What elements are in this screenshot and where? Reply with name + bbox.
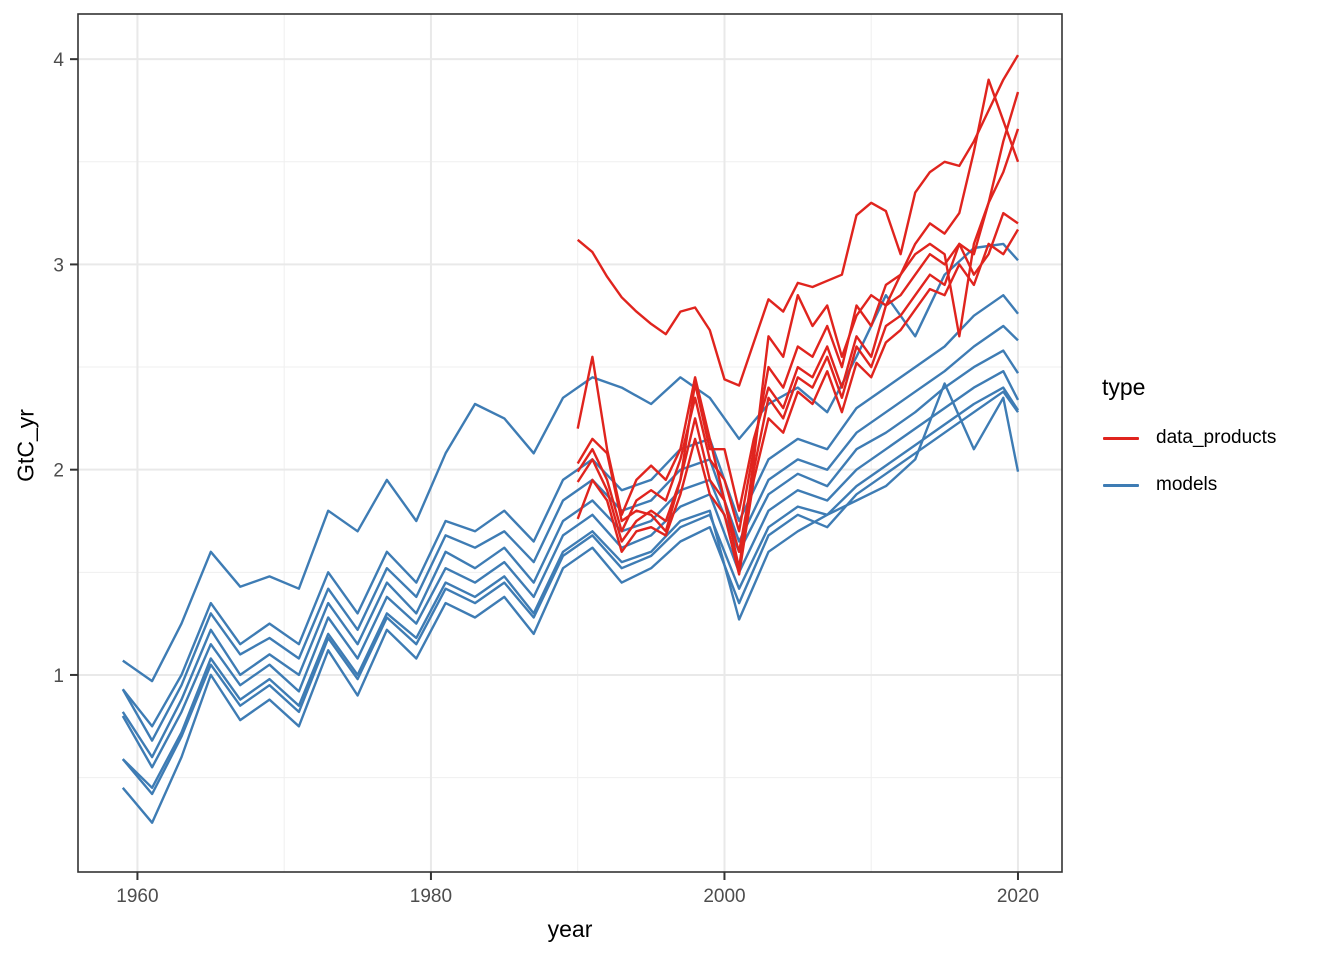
x-axis-tick-label: 1960 [116, 886, 158, 907]
legend-key-data-products [1102, 421, 1140, 455]
series-line-model_5 [121, 370, 1020, 769]
series-line-model_7 [121, 390, 1019, 824]
legend-label-data-products: data_products [1156, 427, 1277, 448]
legend-title: type [1102, 374, 1146, 400]
series-line-data_product_2 [576, 128, 1020, 570]
y-axis-title: GtC_yr [12, 409, 39, 482]
series-line-data_product_3 [576, 91, 1020, 533]
legend-key-models [1102, 468, 1140, 502]
series-line-data_product_1 [576, 54, 1020, 387]
blue-line-swatch-icon [1103, 483, 1139, 487]
series-line-model_1 [122, 242, 1019, 683]
x-axis-tick-label: 1980 [410, 886, 452, 907]
y-axis-tick-label: 3 [53, 255, 64, 276]
x-axis-tick-label: 2000 [703, 886, 745, 907]
y-axis-tick-label: 1 [53, 666, 64, 687]
series-line-model_4 [121, 349, 1020, 759]
y-axis-tick-label: 2 [53, 461, 64, 482]
series-line-data_product_6 [576, 228, 1020, 576]
series-line-model_6 [121, 386, 1020, 796]
legend-label-models: models [1156, 474, 1218, 495]
series-line-data_product_4 [576, 78, 1020, 533]
legend-entry-data-products: data_products [1096, 421, 1342, 455]
x-axis-tick-label: 2020 [997, 886, 1039, 907]
y-axis-tick-label: 4 [53, 50, 64, 71]
x-axis-title: year [547, 916, 593, 942]
plot-panel-border [77, 13, 1063, 873]
legend-entry-models: models [1096, 468, 1342, 502]
red-line-swatch-icon [1103, 436, 1139, 440]
series-line-model_8 [121, 382, 1020, 789]
series-line-model_3 [121, 324, 1019, 742]
legend: type data_products models [1096, 374, 1342, 515]
series-line-data_product_5 [576, 211, 1019, 553]
